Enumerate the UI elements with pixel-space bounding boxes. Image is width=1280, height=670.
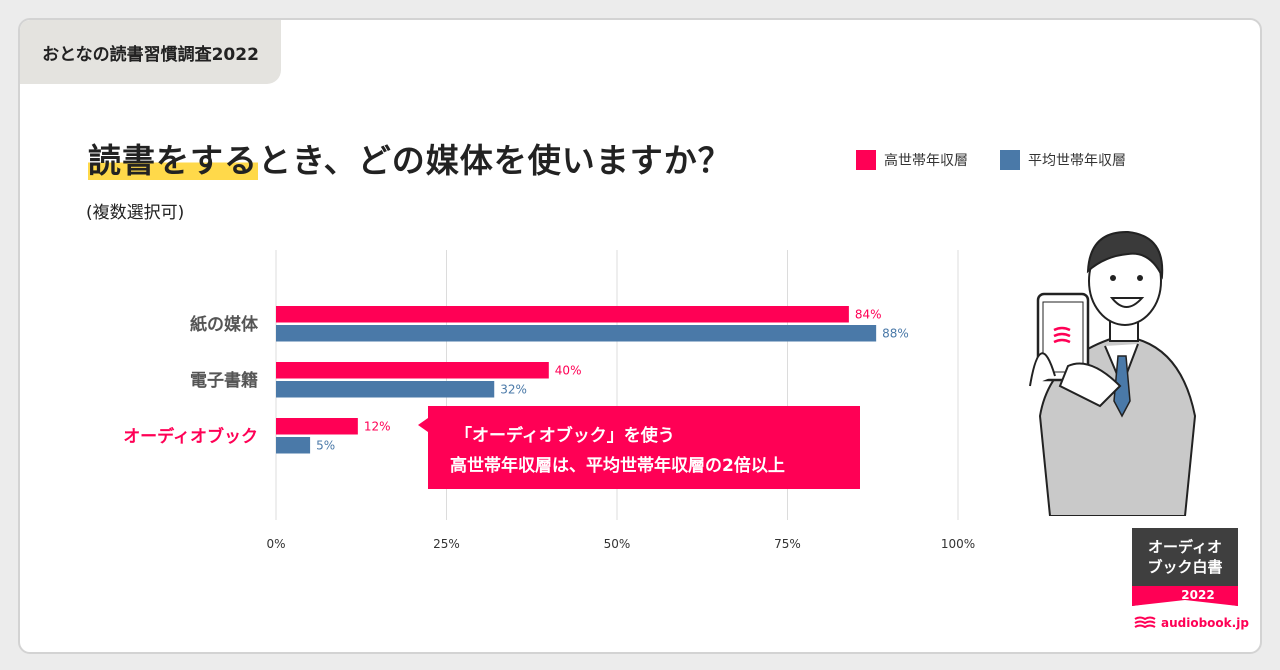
x-tick-label: 25%	[433, 537, 460, 551]
businessman-illustration	[1029, 230, 1197, 516]
chart-subtitle: (複数選択可)	[86, 203, 185, 223]
bar	[276, 437, 311, 454]
bar	[276, 325, 877, 342]
x-tick-label: 0%	[266, 537, 285, 551]
data-label: 5%	[316, 439, 335, 453]
legend-label: 高世帯年収層	[884, 153, 968, 169]
x-tick-label: 100%	[941, 537, 975, 551]
badge-year: 2022	[1181, 588, 1214, 602]
bar	[276, 306, 849, 323]
whitepaper-badge: オーディオ ブック白書 2022	[1132, 528, 1238, 606]
callout-box: 「オーディオブック」を使う 高世帯年収層は、平均世帯年収層の2倍以上	[418, 406, 860, 489]
callout-line2: 高世帯年収層は、平均世帯年収層の2倍以上	[450, 456, 785, 476]
chart-title: 読書をするとき、どの媒体を使いますか？	[88, 134, 732, 182]
survey-tag: おとなの読書習慣調査2022	[20, 20, 281, 84]
legend-item-high-income: 高世帯年収層	[856, 150, 968, 170]
bar-chart: 0% 25% 50% 75% 100% 紙の媒体 84%88% 電子書籍 40% 32% オーディオ…	[123, 250, 975, 551]
legend-item-average-income: 平均世帯年収層	[1000, 150, 1126, 170]
data-label: 32%	[500, 383, 527, 397]
brand-icon	[1134, 616, 1156, 629]
x-tick-label: 50%	[604, 537, 631, 551]
category-label: オーディオブック	[123, 426, 258, 447]
category-label: 電子書籍	[190, 370, 258, 391]
badge-line2: ブック白書	[1147, 558, 1222, 576]
brand-name: audiobook.jp	[1161, 616, 1249, 630]
bar	[276, 362, 549, 379]
category-label: 紙の媒体	[190, 314, 259, 335]
data-label: 40%	[555, 364, 582, 378]
x-tick-label: 75%	[774, 537, 801, 551]
legend-swatch	[1000, 150, 1020, 170]
data-label: 88%	[882, 327, 909, 341]
badge-line1: オーディオ	[1148, 538, 1222, 556]
bar	[276, 418, 358, 435]
title-rest: とき、どの媒体を使いますか？	[258, 141, 732, 180]
brand-logo: audiobook.jp	[1134, 616, 1249, 630]
data-label: 84%	[855, 308, 882, 322]
data-label: 12%	[364, 420, 391, 434]
callout-line1: 「オーディオブック」を使う	[455, 426, 675, 446]
bar	[276, 381, 495, 398]
legend-label: 平均世帯年収層	[1028, 153, 1126, 169]
legend-swatch	[856, 150, 876, 170]
title-highlight: 読書をする	[88, 141, 258, 180]
card: おとなの読書習慣調査2022 読書をするとき、どの媒体を使いますか？ (複数選択…	[18, 18, 1262, 654]
